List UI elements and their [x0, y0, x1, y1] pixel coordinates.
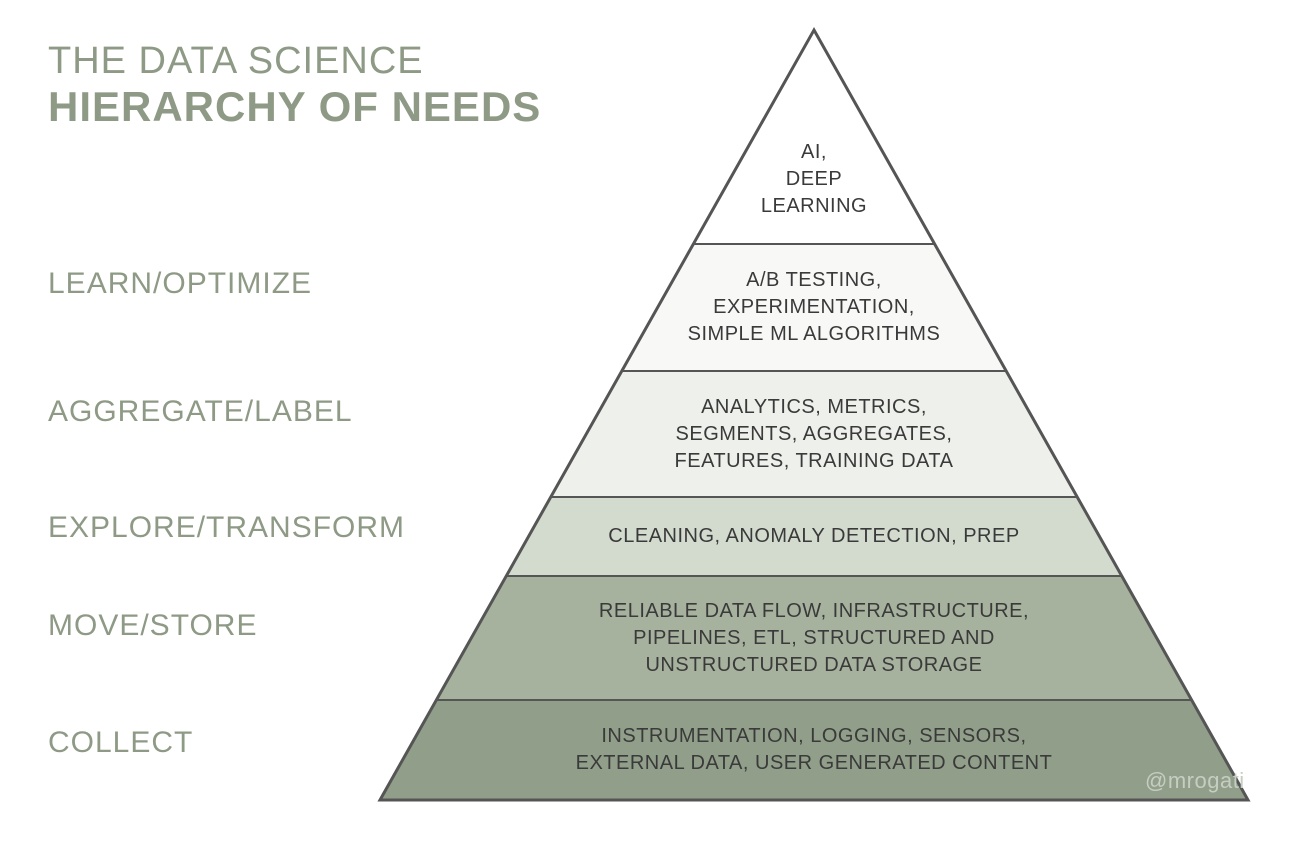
level-text-explore-transform: CLEANING, ANOMALY DETECTION, PREP	[529, 497, 1100, 576]
level-text-collect: INSTRUMENTATION, LOGGING, SENSORS, EXTER…	[408, 700, 1220, 800]
level-text-learn-optimize: A/B TESTING, EXPERIMENTATION, SIMPLE ML …	[658, 244, 971, 371]
level-text-ai: AI, DEEP LEARNING	[754, 120, 875, 240]
level-text-move-store: RELIABLE DATA FLOW, INFRASTRUCTURE, PIPE…	[471, 576, 1156, 700]
attribution: @mrogati	[1145, 768, 1245, 794]
level-text-aggregate-label: ANALYTICS, METRICS, SEGMENTS, AGGREGATES…	[586, 371, 1041, 497]
